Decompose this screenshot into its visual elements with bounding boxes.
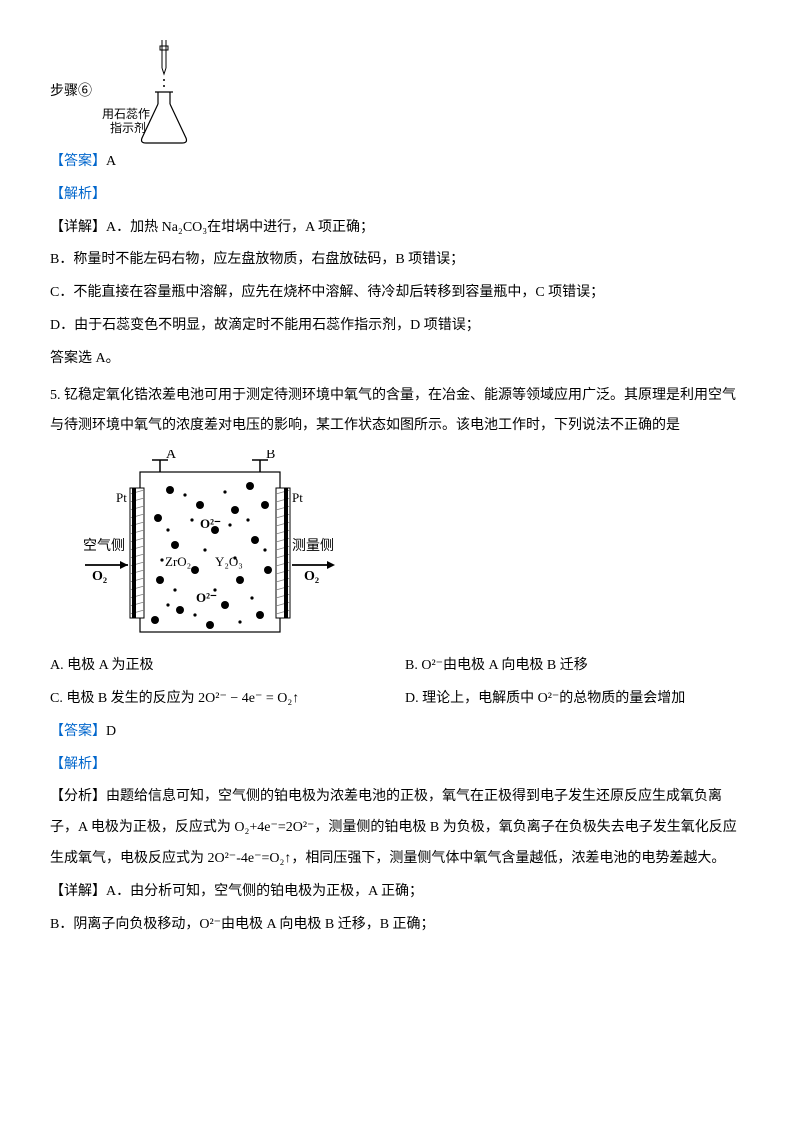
indicator-text-1: 用石蕊作 [102, 107, 150, 121]
lblB: B [266, 450, 275, 462]
lblPtR: Pt [292, 490, 303, 505]
lblZrO2: ZrO₂ [165, 554, 191, 569]
detail-label: 【详解】 [50, 884, 106, 899]
step6-label: 步骤⑥ [50, 77, 92, 108]
q5-answer-line: 【答案】D [50, 717, 744, 748]
lblY2O3: Y₂O₃ [215, 554, 243, 569]
lblO2L: O₂ [92, 569, 107, 584]
lblPtL: Pt [116, 490, 127, 505]
q4-line-D: D．由于石蕊变色不明显，故滴定时不能用石蕊作指示剂，D 项错误； [50, 311, 744, 342]
lblMeas: 测量侧 [292, 538, 334, 554]
q5-optD: D. 理论上，电解质中 O²⁻的总物质的量会增加 [405, 684, 744, 715]
q5-opts-row2: C. 电极 B 发生的反应为 2O²⁻ − 4e⁻ = O₂↑ D. 理论上，电… [50, 684, 744, 715]
q5-analysis-label: 【解析】 [50, 750, 744, 781]
q5-fenxi: 【分析】由题给信息可知，空气侧的铂电极为浓差电池的正极，氧气在正极得到电子发生还… [50, 782, 744, 874]
lblO2m2: O²⁻ [196, 590, 217, 605]
answer-label: 【答案】 [50, 724, 106, 739]
flask-diagram: 用石蕊作 指示剂 [102, 40, 197, 145]
q4-line-C: C．不能直接在容量瓶中溶解，应先在烧杯中溶解、待冷却后转移到容量瓶中，C 项错误… [50, 278, 744, 309]
q5-stem: 5. 钇稳定氧化锆浓差电池可用于测定待测环境中氧气的含量，在冶金、能源等领域应用… [50, 381, 744, 443]
q4-detail-A: 【详解】A．加热 Na₂CO₃在坩埚中进行，A 项正确； [50, 213, 744, 244]
q4-detail-A-text: A．加热 Na₂CO₃在坩埚中进行，A 项正确； [106, 220, 374, 235]
q5-fenxi-text: 由题给信息可知，空气侧的铂电极为浓差电池的正极，氧气在正极得到电子发生还原反应生… [50, 789, 737, 866]
q5-optA: A. 电极 A 为正极 [50, 651, 405, 682]
lblO2R: O₂ [304, 569, 319, 584]
indicator-text-2: 指示剂 [110, 120, 146, 135]
q5-detail-B: B．阴离子向负极移动，O²⁻由电极 A 向电极 B 迁移，B 正确； [50, 910, 744, 941]
fenxi-label: 【分析】 [50, 789, 106, 804]
q5-optC: C. 电极 B 发生的反应为 2O²⁻ − 4e⁻ = O₂↑ [50, 684, 405, 715]
q5-detail-A: 【详解】A．由分析可知，空气侧的铂电极为正极，A 正确； [50, 877, 744, 908]
step6-row: 步骤⑥ 用石蕊作 指示剂 [50, 40, 744, 145]
q4-line-end: 答案选 A。 [50, 344, 744, 375]
q5-opts-row1: A. 电极 A 为正极 B. O²⁻由电极 A 向电极 B 迁移 [50, 651, 744, 682]
lblO2m1: O²⁻ [200, 516, 221, 531]
detail-label: 【详解】 [50, 220, 106, 235]
q5-stem-text: 钇稳定氧化锆浓差电池可用于测定待测环境中氧气的含量，在冶金、能源等领域应用广泛。… [50, 388, 736, 434]
lblA: A [166, 450, 177, 462]
answer-label: 【答案】 [50, 154, 106, 169]
q4-line-B: B．称量时不能左码右物，应左盘放物质，右盘放砝码，B 项错误； [50, 245, 744, 276]
q5-num: 5. [50, 388, 64, 403]
q4-analysis-label: 【解析】 [50, 180, 744, 211]
analysis-label: 【解析】 [50, 187, 106, 202]
q4-answer-line: 【答案】A [50, 147, 744, 178]
analysis-label: 【解析】 [50, 757, 106, 772]
q5-diagram: A B Pt Pt 空气侧 测量侧 O₂ O₂ O²⁻ O²⁻ ZrO₂ Y₂O… [80, 450, 340, 645]
q5-optB: B. O²⁻由电极 A 向电极 B 迁移 [405, 651, 744, 682]
cell-svg: A B Pt Pt 空气侧 测量侧 O₂ O₂ O²⁻ O²⁻ ZrO₂ Y₂O… [80, 450, 340, 645]
q4-answer-value: A [106, 154, 116, 169]
flask-svg: 用石蕊作 指示剂 [102, 40, 197, 145]
lblAir: 空气侧 [83, 538, 125, 554]
q5-answer-value: D [106, 724, 116, 739]
q5-detail-A-text: A．由分析可知，空气侧的铂电极为正极，A 正确； [106, 884, 423, 899]
